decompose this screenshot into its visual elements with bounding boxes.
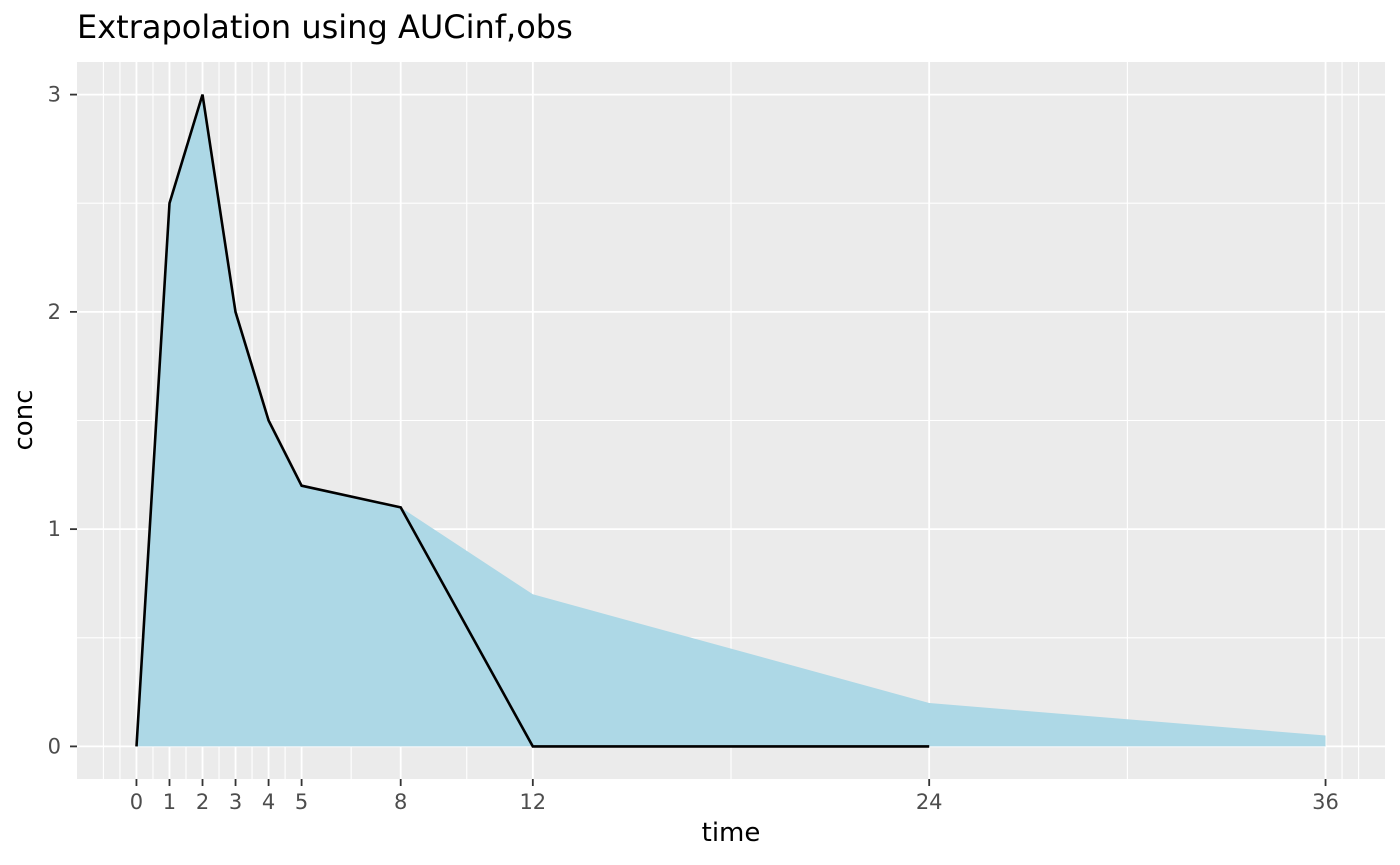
x-tick-label: 24 <box>916 790 943 814</box>
chart-title: Extrapolation using AUCinf,obs <box>77 8 573 46</box>
auc-extrapolated-area <box>136 94 1326 747</box>
x-tick-label: 8 <box>394 790 407 814</box>
y-axis-title: conc <box>9 389 39 451</box>
x-tick-label: 36 <box>1312 790 1339 814</box>
x-tick-label: 1 <box>163 790 176 814</box>
y-tick-label: 3 <box>48 83 61 107</box>
x-axis-title: time <box>701 818 761 848</box>
x-tick-label: 12 <box>519 790 546 814</box>
x-tick-label: 0 <box>130 790 143 814</box>
y-tick-label: 0 <box>48 734 61 758</box>
y-tick-label: 2 <box>48 300 61 324</box>
x-tick-label: 2 <box>196 790 209 814</box>
x-tick-label: 4 <box>262 790 275 814</box>
x-tick-label: 5 <box>295 790 308 814</box>
x-tick-label: 3 <box>229 790 242 814</box>
observed-conc-line <box>135 94 930 748</box>
y-tick-label: 1 <box>48 517 61 541</box>
